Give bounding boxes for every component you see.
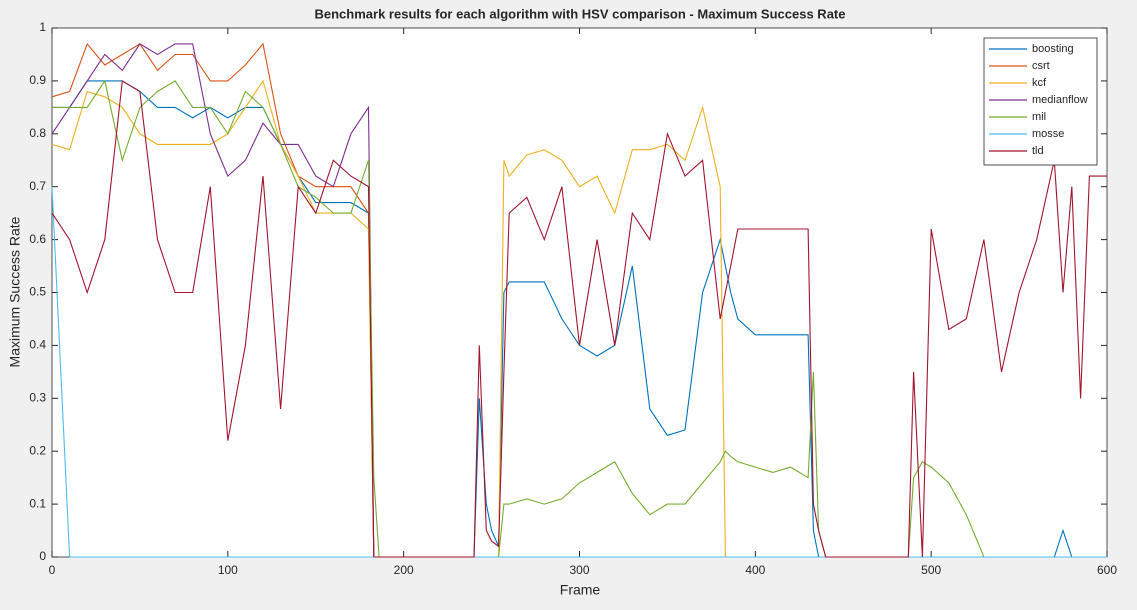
axes-box bbox=[51, 27, 1108, 558]
legend-label: mosse bbox=[1032, 128, 1064, 140]
y-axis-label: Maximum Success Rate bbox=[7, 216, 23, 367]
y-tick-label: 0.3 bbox=[29, 390, 46, 404]
x-tick-label: 400 bbox=[745, 563, 765, 577]
series-line bbox=[51, 79, 1107, 558]
series-line bbox=[51, 186, 1107, 558]
x-tick-label: 600 bbox=[1097, 563, 1117, 577]
x-tick-label: 0 bbox=[49, 563, 56, 577]
legend-label: kcf bbox=[1032, 77, 1047, 89]
y-tick-label: 0.6 bbox=[29, 232, 46, 246]
y-tick-label: 0.2 bbox=[29, 443, 46, 457]
y-tick-label: 1 bbox=[39, 20, 46, 34]
x-axis-label: Frame bbox=[560, 582, 601, 598]
x-tick-label: 300 bbox=[569, 563, 589, 577]
chart-title: Benchmark results for each algorithm wit… bbox=[315, 6, 846, 21]
legend-label: tld bbox=[1032, 145, 1044, 157]
series-line bbox=[52, 79, 1107, 558]
y-tick-label: 0.5 bbox=[29, 285, 46, 299]
x-tick-label: 200 bbox=[394, 563, 414, 577]
legend: boosting csrt kcf medianflow mil mosse tld bbox=[983, 37, 1098, 166]
x-tick-label: 100 bbox=[218, 563, 238, 577]
y-tick-label: 0 bbox=[39, 549, 46, 563]
y-tick-label: 0.1 bbox=[29, 496, 46, 510]
legend-label: mil bbox=[1032, 111, 1046, 123]
legend-label: csrt bbox=[1032, 60, 1050, 72]
legend-box bbox=[983, 37, 1098, 166]
legend-label: medianflow bbox=[1032, 94, 1088, 106]
legend-label: boosting bbox=[1032, 43, 1074, 55]
y-tick-label: 0.4 bbox=[29, 338, 46, 352]
y-tick-label: 0.8 bbox=[29, 126, 46, 140]
x-tick-label: 500 bbox=[921, 563, 941, 577]
y-tick-label: 0.9 bbox=[29, 73, 46, 87]
y-tick-label: 0.7 bbox=[29, 179, 46, 193]
